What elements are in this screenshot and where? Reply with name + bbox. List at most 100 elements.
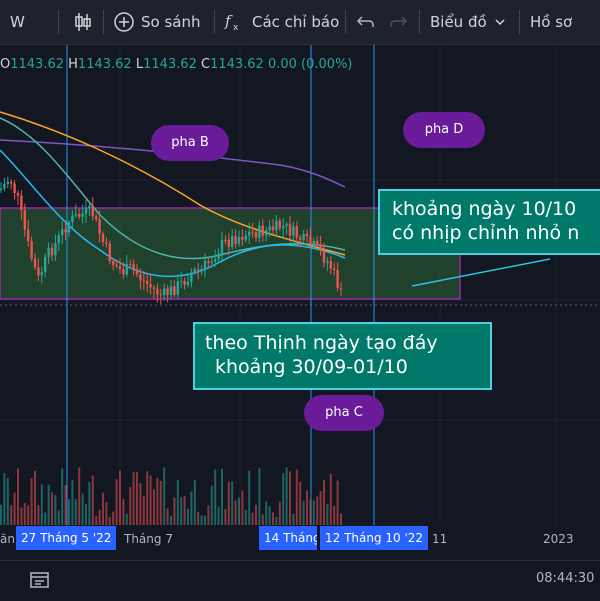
candle-body [10, 181, 13, 184]
volume-bar [340, 513, 342, 525]
volume-bar [119, 470, 121, 525]
volume-bar [255, 504, 257, 525]
candle-body [115, 264, 118, 267]
note-center-line2: khoảng 30/09-01/10 [215, 356, 408, 378]
volume-bar [187, 508, 189, 525]
candle-body [152, 287, 156, 289]
candle-body [200, 268, 203, 271]
time-label-month7: Tháng 7 [124, 532, 173, 546]
volume-bar [47, 484, 50, 525]
volume-bar [68, 499, 70, 525]
ma-line-purple [0, 139, 346, 188]
candle-body [91, 205, 94, 217]
phase-c-bubble[interactable]: pha C [304, 395, 384, 431]
compare-button[interactable]: So sánh [113, 0, 201, 44]
interval-button[interactable]: W [10, 0, 25, 44]
candle-body [326, 261, 329, 263]
volume-bar [251, 512, 254, 525]
volume-bar [333, 505, 336, 525]
ma-line-orange [0, 111, 346, 256]
candle-body [248, 231, 251, 236]
volume-bar [258, 468, 261, 525]
interval-label: W [10, 13, 25, 31]
candle-body [197, 269, 200, 271]
toolbar-divider [214, 10, 215, 34]
candle-body [190, 272, 193, 282]
open-value: 1143.62 [10, 57, 64, 72]
candle-body [251, 231, 254, 233]
time-badge-3[interactable]: 12 Tháng 10 '22 [320, 526, 429, 550]
volume-bar [265, 501, 268, 525]
volume-bar [44, 512, 47, 525]
phase-b-label: pha B [171, 135, 209, 150]
toolbar-divider [419, 10, 420, 34]
candle-body [234, 235, 237, 244]
candle-body [295, 226, 298, 238]
candle-body [30, 241, 33, 259]
volume-bar [23, 502, 26, 525]
volume-bar [91, 475, 94, 525]
candle-body [16, 193, 20, 196]
candle-body [71, 215, 74, 223]
candle-body [118, 266, 122, 270]
time-badge-1[interactable]: 27 Tháng 5 '22 [16, 526, 117, 550]
toolbar-divider [103, 10, 104, 34]
candle-body [241, 237, 244, 240]
volume-bar [289, 471, 291, 525]
candle-body [193, 269, 196, 273]
volume-bar [61, 468, 64, 525]
price-chart[interactable] [0, 45, 600, 525]
volume-bar [319, 491, 322, 525]
candle-body [20, 195, 23, 210]
volume-bar [163, 467, 166, 525]
note-right[interactable]: khoảng ngày 10/10 có nhịp chỉnh nhỏ n [378, 189, 600, 255]
candle-body [44, 256, 47, 272]
phase-d-bubble[interactable]: pha D [403, 112, 485, 148]
profile-menu[interactable]: Hồ sơ [530, 0, 572, 44]
undo-icon [356, 16, 374, 27]
chart-type-menu[interactable]: Biểu đồ [430, 0, 507, 44]
candle-body [329, 261, 332, 269]
toolbar-divider [345, 10, 346, 34]
volume-bar [275, 516, 278, 525]
candle-body [61, 229, 64, 236]
redo-button[interactable] [388, 0, 408, 44]
candle-body [244, 235, 247, 240]
indicators-button[interactable]: f x Các chỉ báo [224, 0, 339, 44]
candle-body [265, 230, 268, 236]
candle-body [132, 264, 135, 270]
time-badge-2[interactable]: 14 Tháng [259, 526, 317, 550]
volume-bar [122, 499, 125, 525]
ma-line-blue [0, 149, 346, 278]
phase-b-bubble[interactable]: pha B [151, 125, 229, 161]
volume-bar [227, 481, 230, 525]
volume-bar [136, 472, 138, 525]
candle-body [135, 269, 139, 275]
candle-body [81, 213, 84, 217]
candle-body [278, 220, 281, 229]
candle-body [203, 261, 207, 269]
volume-bar [326, 504, 329, 525]
volume-bar [71, 480, 74, 525]
volume-bar [306, 490, 308, 525]
chart-style-button[interactable] [72, 0, 94, 44]
undo-button[interactable] [356, 0, 376, 44]
volume-bar [210, 485, 213, 525]
volume-bar [190, 491, 193, 525]
volume-bar [166, 508, 169, 525]
candle-body [271, 226, 275, 231]
profile-label: Hồ sơ [530, 13, 573, 31]
volume-bar [17, 468, 19, 525]
candle-body [322, 250, 326, 263]
replay-icon[interactable] [29, 570, 51, 590]
trend-annotation-line[interactable] [411, 258, 551, 287]
volume-bar [285, 467, 288, 525]
candle-body [50, 247, 54, 256]
note-center[interactable]: theo Thịnh ngày tạo đáy khoảng 30/09-01/… [193, 322, 492, 390]
volume-bar [54, 495, 57, 525]
volume-bar [200, 515, 203, 525]
candle-body [224, 239, 227, 241]
close-value: 1143.62 [210, 57, 264, 72]
candle-body [180, 280, 183, 282]
volume-bar [272, 512, 274, 525]
